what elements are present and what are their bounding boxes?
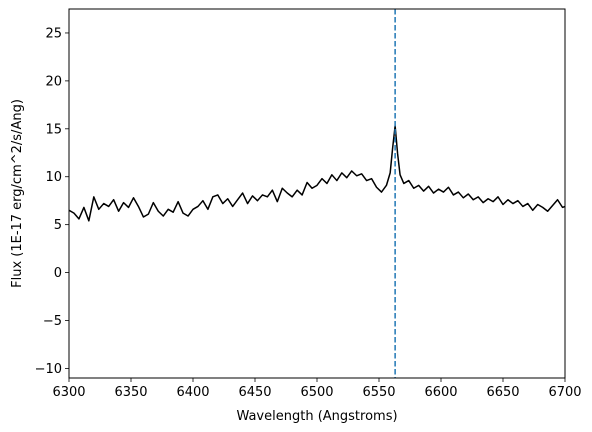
x-tick-label: 6650 bbox=[486, 385, 519, 400]
y-tick-label: −10 bbox=[35, 362, 62, 377]
x-tick-label: 6550 bbox=[362, 385, 395, 400]
x-tick-label: 6500 bbox=[300, 385, 333, 400]
x-tick-label: 6400 bbox=[176, 385, 209, 400]
x-tick-label: 6300 bbox=[52, 385, 85, 400]
x-tick-label: 6450 bbox=[238, 385, 271, 400]
spectrum-line bbox=[69, 125, 565, 222]
y-axis: −10 −5 0 5 10 15 20 25 bbox=[35, 26, 69, 377]
x-axis-label: Wavelength (Angstroms) bbox=[236, 409, 397, 424]
y-axis-label: Flux (1E-17 erg/cm^2/s/Ang) bbox=[10, 99, 25, 288]
x-tick-label: 6700 bbox=[548, 385, 581, 400]
plot-area bbox=[69, 9, 565, 378]
x-tick-label: 6600 bbox=[424, 385, 457, 400]
axes-frame bbox=[68, 8, 566, 379]
y-tick-label: 20 bbox=[45, 74, 62, 89]
y-tick-label: 15 bbox=[45, 122, 62, 137]
y-tick-label: 10 bbox=[45, 170, 62, 185]
x-axis: 6300 6350 6400 6450 6500 6550 6600 6650 6700 bbox=[52, 378, 582, 400]
x-tick-label: 6350 bbox=[114, 385, 147, 400]
y-tick-label: 5 bbox=[54, 218, 62, 233]
y-tick-label: 0 bbox=[54, 266, 62, 281]
y-tick-label: −5 bbox=[43, 314, 62, 329]
y-tick-label: 25 bbox=[45, 26, 62, 41]
